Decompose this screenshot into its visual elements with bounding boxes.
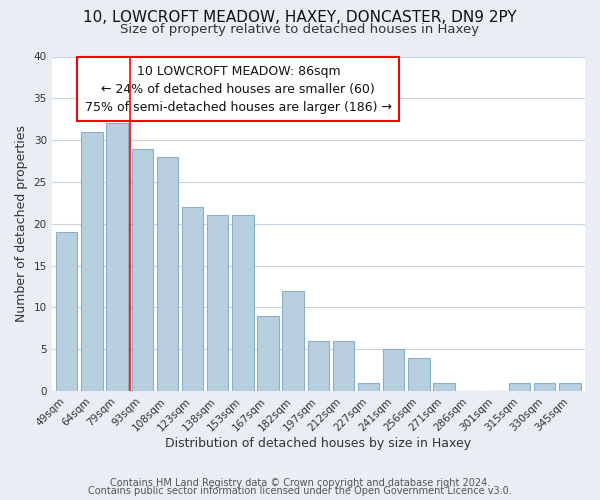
Text: 10 LOWCROFT MEADOW: 86sqm
← 24% of detached houses are smaller (60)
75% of semi-: 10 LOWCROFT MEADOW: 86sqm ← 24% of detac… [85, 65, 392, 114]
Bar [232, 216, 254, 391]
Bar [559, 382, 581, 391]
Bar [408, 358, 430, 391]
Bar [207, 216, 229, 391]
Bar [81, 132, 103, 391]
Text: 10, LOWCROFT MEADOW, HAXEY, DONCASTER, DN9 2PY: 10, LOWCROFT MEADOW, HAXEY, DONCASTER, D… [83, 10, 517, 25]
Bar [131, 148, 153, 391]
Bar [333, 341, 354, 391]
Bar [157, 157, 178, 391]
X-axis label: Distribution of detached houses by size in Haxey: Distribution of detached houses by size … [165, 437, 472, 450]
Bar [358, 382, 379, 391]
Bar [257, 316, 279, 391]
Text: Contains HM Land Registry data © Crown copyright and database right 2024.: Contains HM Land Registry data © Crown c… [110, 478, 490, 488]
Bar [433, 382, 455, 391]
Text: Contains public sector information licensed under the Open Government Licence v3: Contains public sector information licen… [88, 486, 512, 496]
Bar [308, 341, 329, 391]
Bar [182, 207, 203, 391]
Bar [509, 382, 530, 391]
Bar [106, 124, 128, 391]
Bar [534, 382, 556, 391]
Y-axis label: Number of detached properties: Number of detached properties [15, 126, 28, 322]
Bar [56, 232, 77, 391]
Bar [383, 350, 404, 391]
Text: Size of property relative to detached houses in Haxey: Size of property relative to detached ho… [121, 22, 479, 36]
Bar [283, 290, 304, 391]
